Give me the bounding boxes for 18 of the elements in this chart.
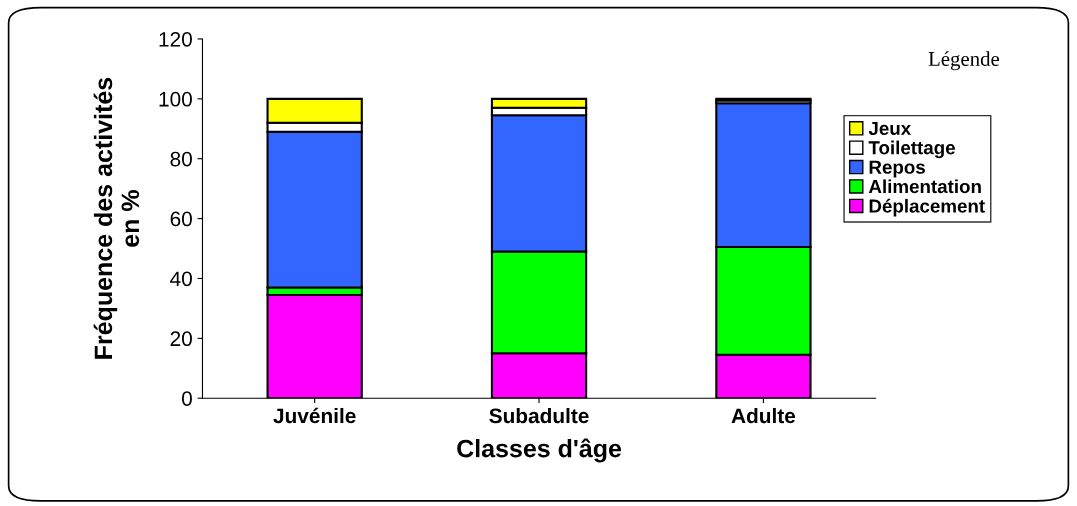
- x-tick-label: Adulte: [731, 407, 796, 424]
- x-tick-label: Juvénile: [273, 407, 356, 424]
- y-tick-label: 80: [170, 151, 192, 167]
- legend-title: Légende: [928, 51, 1000, 71]
- y-tick-label: 0: [181, 391, 192, 406]
- legend-label: Repos: [869, 160, 925, 178]
- y-axis-title: Fréquence des activités en %: [93, 77, 140, 359]
- legend-label: Alimentation: [868, 179, 981, 194]
- y-tick-label: 60: [170, 211, 192, 227]
- y-tick-label: 20: [170, 331, 192, 347]
- x-tick-label: Subadulte: [489, 407, 589, 424]
- x-axis-title: Classes d'âge: [457, 438, 622, 463]
- y-tick-label: 100: [159, 91, 192, 107]
- y-tick-label: 120: [159, 31, 192, 47]
- legend-label: Toilettage: [868, 140, 955, 159]
- y-tick-label: 40: [170, 271, 192, 287]
- legend-label: Déplacement: [869, 198, 985, 217]
- legend-label: Jeux: [868, 121, 912, 136]
